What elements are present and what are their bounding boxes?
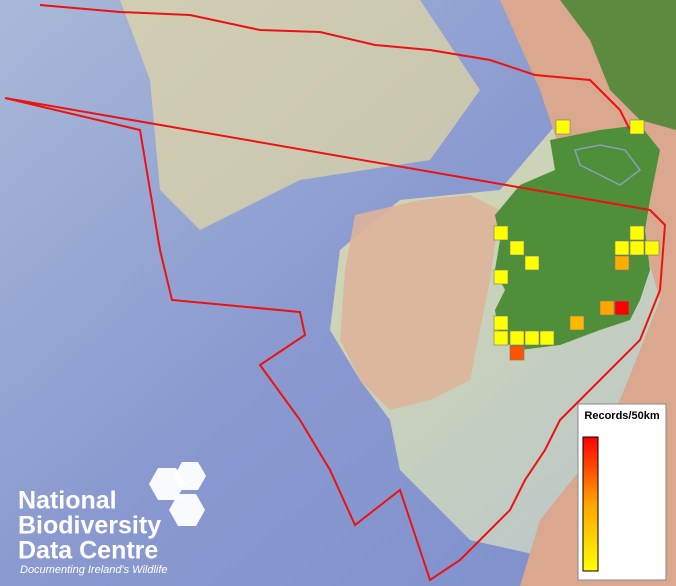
eez-boundary	[4, 4, 667, 582]
logo-line: Data Centre	[18, 537, 158, 565]
record-square	[493, 330, 509, 346]
logo-tagline: Documenting Ireland's Wildlife	[20, 564, 168, 576]
logo-line: National	[18, 487, 117, 515]
logo-line: Biodiversity	[18, 512, 161, 540]
record-square	[509, 240, 525, 256]
land-scotland	[560, 0, 676, 130]
record-square	[524, 330, 540, 346]
record-square	[644, 240, 660, 256]
record-square	[509, 345, 525, 361]
record-square	[629, 225, 645, 241]
shallow-bank	[120, 0, 480, 230]
legend: Records/50km	[577, 403, 667, 581]
logo: National Biodiversity Data Centre Docume…	[18, 462, 206, 576]
record-square	[569, 315, 585, 331]
border-line	[574, 144, 642, 186]
record-square	[524, 255, 540, 271]
record-square	[614, 240, 630, 256]
record-square	[614, 255, 630, 271]
record-square	[599, 300, 615, 316]
record-square	[629, 240, 645, 256]
record-square	[539, 330, 555, 346]
record-square	[493, 269, 509, 285]
logo-hexagon	[174, 462, 206, 490]
record-square	[614, 300, 630, 316]
logo-hexagon	[169, 494, 205, 526]
legend-title: Records/50km	[584, 410, 659, 422]
record-square	[509, 330, 525, 346]
record-square	[493, 225, 509, 241]
record-square	[629, 119, 645, 135]
record-square	[555, 119, 571, 135]
land-ireland	[495, 125, 660, 350]
record-square	[493, 315, 509, 331]
shelf-shoal	[340, 195, 500, 410]
legend-color-bar	[582, 436, 599, 572]
